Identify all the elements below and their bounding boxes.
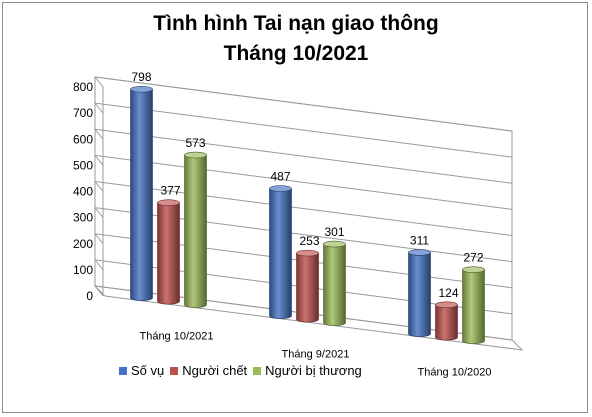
bar-top xyxy=(130,85,153,93)
data-labels: 798 377 573 487 253 301 311 124 272 xyxy=(131,70,483,300)
y-tick-label: 300 xyxy=(73,211,93,225)
bar-người-chết xyxy=(296,252,319,323)
data-label: 301 xyxy=(324,225,344,239)
chart-legend: Số vụ Người chết Người bị thương xyxy=(119,363,368,378)
data-label: 377 xyxy=(160,184,180,198)
x-tick-label: Tháng 9/2021 xyxy=(282,348,350,360)
y-tick-label: 700 xyxy=(73,106,93,120)
bar-người-bị-thương xyxy=(462,269,485,344)
y-tick-label: 200 xyxy=(73,237,93,251)
x-axis: Tháng 10/2021 Tháng 9/2021 Tháng 10/2020 xyxy=(139,330,491,378)
y-tick-label: 500 xyxy=(73,158,93,172)
chart-title: Tình hình Tai nạn giao thông xyxy=(153,12,439,35)
side-gridline xyxy=(94,181,104,192)
bar-số-vụ xyxy=(130,88,153,302)
bar-top xyxy=(296,249,319,257)
bar-top xyxy=(435,301,458,309)
y-tick-label: 600 xyxy=(73,132,93,146)
legend-item: Người chết xyxy=(170,363,247,378)
side-gridline xyxy=(94,285,104,297)
y-tick-label: 400 xyxy=(73,185,93,199)
side-gridline xyxy=(94,102,104,114)
y-tick-label: 800 xyxy=(73,80,93,94)
gridline xyxy=(94,128,513,184)
side-gridline xyxy=(94,207,104,218)
data-label: 798 xyxy=(131,70,151,84)
legend-item: Số vụ xyxy=(119,363,164,378)
side-gridline xyxy=(94,259,104,271)
chart-bars xyxy=(130,85,485,344)
bar-top xyxy=(184,151,207,159)
bar-người-chết xyxy=(435,304,458,341)
legend-swatch xyxy=(119,366,127,375)
data-label: 272 xyxy=(463,251,483,265)
data-label: 573 xyxy=(185,136,205,150)
bar-top xyxy=(462,266,485,273)
gridline xyxy=(94,181,513,236)
side-gridline xyxy=(94,155,104,166)
bar-số-vụ xyxy=(408,252,431,338)
y-axis: 0 100 200 300 400 500 600 700 800 xyxy=(73,80,104,303)
legend-swatch xyxy=(170,366,179,375)
gridline xyxy=(94,76,513,132)
legend-label: Số vụ xyxy=(131,363,165,378)
bar-người-bị-thương xyxy=(184,154,207,308)
bar-top xyxy=(323,240,346,248)
bar-người-bị-thương xyxy=(323,243,346,326)
data-label: 311 xyxy=(410,233,429,247)
y-tick-label: 100 xyxy=(73,263,93,277)
bar-số-vụ xyxy=(269,188,292,320)
chart-subtitle: Tháng 10/2021 xyxy=(223,42,369,65)
side-gridline xyxy=(94,233,104,245)
bar-top xyxy=(269,185,292,192)
legend-item: Người bị thương xyxy=(253,363,362,378)
side-gridline xyxy=(94,76,104,88)
legend-swatch xyxy=(253,366,262,375)
x-tick-label: Tháng 10/2020 xyxy=(417,366,491,378)
data-label: 487 xyxy=(270,169,290,183)
bar-top xyxy=(157,199,180,207)
gridline xyxy=(94,102,513,158)
bar-người-chết xyxy=(157,202,180,305)
x-tick-label: Tháng 10/2021 xyxy=(139,330,213,342)
y-tick-label: 0 xyxy=(86,289,93,303)
data-label: 253 xyxy=(299,234,319,248)
legend-label: Người bị thương xyxy=(265,363,362,378)
bar-top xyxy=(408,249,431,256)
legend-label: Người chết xyxy=(182,363,248,378)
gridline xyxy=(94,154,513,210)
side-gridline xyxy=(94,128,104,140)
data-label: 124 xyxy=(438,286,458,300)
